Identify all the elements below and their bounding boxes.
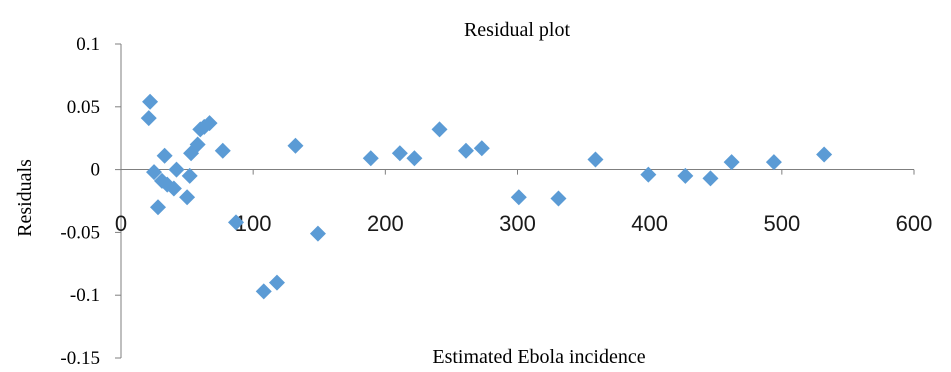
data-point <box>189 136 206 153</box>
data-point <box>550 190 567 207</box>
data-point <box>431 121 448 138</box>
data-point <box>287 137 304 154</box>
x-tick-label: 0 <box>115 211 127 236</box>
data-point <box>168 161 185 178</box>
data-point <box>179 189 196 206</box>
data-point <box>214 142 231 159</box>
data-point <box>268 274 285 291</box>
data-point <box>473 140 490 157</box>
data-point <box>156 147 173 164</box>
chart-title: Residual plot <box>464 19 571 41</box>
y-tick-label: -0.1 <box>70 285 100 306</box>
data-point <box>702 170 719 187</box>
data-point <box>765 154 782 171</box>
data-point <box>309 225 326 242</box>
y-tick-label: 0 <box>91 160 101 181</box>
data-point <box>723 154 740 171</box>
data-point <box>406 150 423 167</box>
data-point <box>587 151 604 168</box>
data-point <box>457 142 474 159</box>
x-axis-title: Estimated Ebola incidence <box>432 346 645 368</box>
data-point <box>816 146 833 163</box>
x-tick-label: 300 <box>499 211 536 236</box>
y-tick-label: -0.05 <box>60 222 100 243</box>
data-point <box>391 145 408 162</box>
data-point <box>640 166 657 183</box>
data-point <box>255 283 272 300</box>
data-point <box>201 115 218 132</box>
data-point <box>362 150 379 167</box>
y-tick-label: 0.1 <box>76 34 100 55</box>
data-point <box>150 199 167 216</box>
data-point <box>227 214 244 231</box>
data-point <box>181 167 198 184</box>
data-point <box>140 110 157 127</box>
data-point <box>146 164 163 181</box>
y-axis-title: Residuals <box>14 159 36 237</box>
x-tick-label: 500 <box>763 211 800 236</box>
x-tick-label: 600 <box>896 211 933 236</box>
y-tick-label: -0.15 <box>60 348 100 369</box>
y-tick-label: 0.05 <box>67 97 100 118</box>
x-tick-label: 200 <box>367 211 404 236</box>
y-axis-ticks: 0.1 0.05 0 -0.05 -0.1 -0.15 <box>60 34 121 369</box>
data-point <box>165 180 182 197</box>
data-point <box>142 93 159 110</box>
data-points <box>140 93 833 300</box>
x-axis-ticks: 0 100 200 300 400 500 600 <box>115 169 933 236</box>
x-tick-label: 400 <box>631 211 668 236</box>
data-point <box>510 189 527 206</box>
data-point <box>677 167 694 184</box>
